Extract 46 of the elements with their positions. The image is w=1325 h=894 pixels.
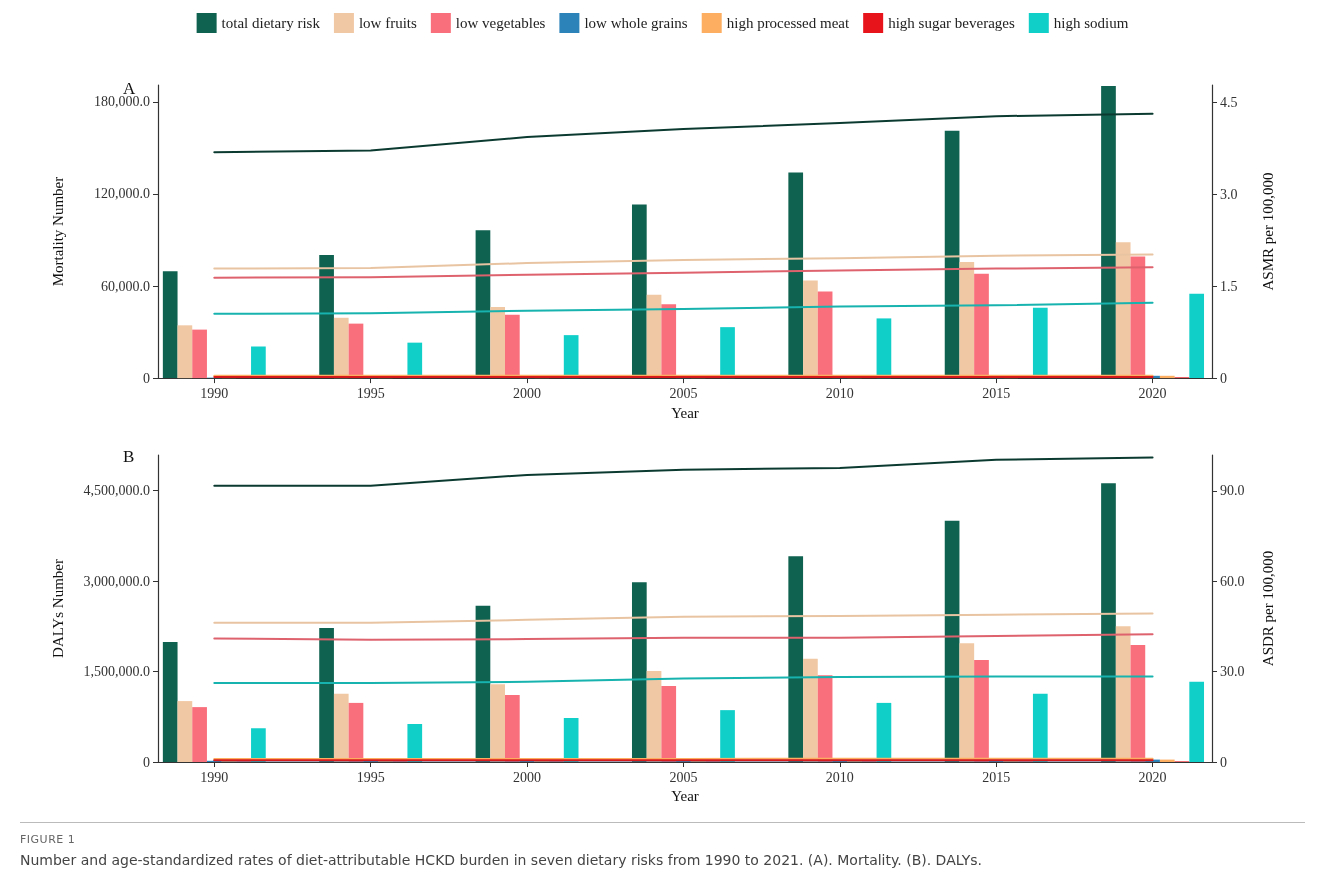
x-tick-label: 2020 xyxy=(1138,769,1167,785)
y-axis-title: DALYs Number xyxy=(49,559,66,658)
x-tick-label: 2015 xyxy=(982,385,1011,401)
x-tick-label: 1995 xyxy=(356,769,385,785)
x-tick-label: 1990 xyxy=(200,385,229,401)
x-tick-label: 2005 xyxy=(669,385,698,401)
y-tick-label: 0 xyxy=(143,754,150,770)
x-axis-title: Year xyxy=(671,404,699,421)
x-tick-label: 2000 xyxy=(513,385,542,401)
y2-tick-label: 1.5 xyxy=(1220,278,1238,294)
y2-axis-title: ASMR per 100,000 xyxy=(1259,172,1276,291)
x-axis-title: Year xyxy=(671,788,699,805)
y-tick-label: 4,500,000.0 xyxy=(83,483,150,499)
y-tick-label: 60,000.0 xyxy=(101,278,150,294)
x-tick-label: 2000 xyxy=(513,769,542,785)
x-tick-label: 2015 xyxy=(982,769,1011,785)
legend-label: low vegetables xyxy=(455,15,546,31)
x-tick-label: 2010 xyxy=(825,385,854,401)
legend-label: total dietary risk xyxy=(221,15,321,31)
text: Number and age-standardized rates of diet-attributable HCKD burden in seven dietary risks from 1990 to 2021. (A). Mortality. (B). DALYs. xyxy=(20,852,983,868)
caption: FIGURE 1 xyxy=(20,833,77,846)
y-tick-label: 0 xyxy=(143,370,150,386)
y2-axis-title: ASDR per 100,000 xyxy=(1259,550,1276,667)
x-tick-label: 2010 xyxy=(825,769,854,785)
x-tick-label: 1990 xyxy=(200,769,229,785)
y-tick-label: 3,000,000.0 xyxy=(83,573,150,589)
legend-label: high processed meat xyxy=(726,15,850,31)
legend-label: high sugar beverages xyxy=(888,15,1015,31)
legend-label: high sodium xyxy=(1053,15,1129,31)
y2-tick-label: 0 xyxy=(1220,370,1227,386)
y-tick-label: 180,000.0 xyxy=(94,94,150,110)
x-tick-label: 2020 xyxy=(1138,385,1167,401)
y2-tick-label: 4.5 xyxy=(1220,95,1238,111)
y2-tick-label: 90.0 xyxy=(1220,483,1245,499)
x-tick-label: 2005 xyxy=(669,769,698,785)
y2-tick-label: 60.0 xyxy=(1220,573,1245,589)
x-tick-label: 1995 xyxy=(356,385,385,401)
y-tick-label: 1,500,000.0 xyxy=(83,664,150,680)
legend-label: low fruits xyxy=(358,15,417,31)
y-axis-title: Mortality Number xyxy=(49,176,66,287)
legend-label: low whole grains xyxy=(584,15,688,31)
y2-tick-label: 30.0 xyxy=(1220,664,1245,680)
y2-tick-label: 0 xyxy=(1220,754,1227,770)
y2-tick-label: 3.0 xyxy=(1220,187,1238,203)
chart-title: B xyxy=(123,447,135,466)
y-tick-label: 120,000.0 xyxy=(94,186,150,202)
